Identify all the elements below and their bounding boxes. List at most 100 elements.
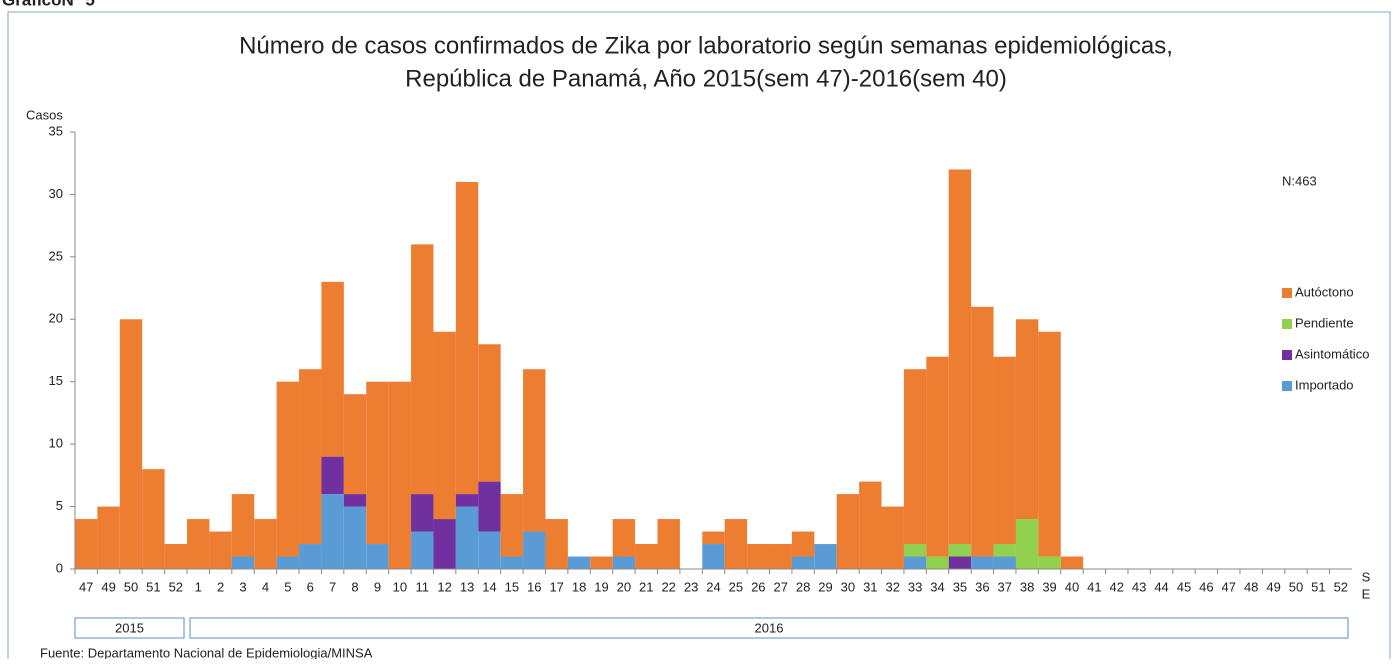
bar-segment bbox=[635, 544, 658, 569]
bar-segment bbox=[545, 519, 568, 569]
bar-segment bbox=[455, 506, 479, 569]
x-tick-label: 48 bbox=[1244, 579, 1258, 594]
x-tick-label: 51 bbox=[146, 579, 160, 594]
x-tick-label: 32 bbox=[885, 579, 899, 594]
x-tick-label: 3 bbox=[239, 579, 246, 594]
bar-segment bbox=[321, 494, 344, 569]
x-tick-label: 22 bbox=[661, 579, 675, 594]
bar-segment bbox=[523, 369, 546, 532]
bar-segment bbox=[500, 494, 524, 557]
bar-segment bbox=[859, 481, 882, 569]
bar-segment bbox=[993, 544, 1016, 557]
bar-segment bbox=[971, 306, 994, 557]
bar-segment bbox=[590, 556, 613, 569]
x-tick-label: 29 bbox=[818, 579, 832, 594]
x-tick-label: 30 bbox=[841, 579, 855, 594]
x-tick-label: 52 bbox=[169, 579, 183, 594]
bar-segment bbox=[321, 456, 344, 495]
bar-segment bbox=[299, 544, 322, 569]
x-tick-label: 15 bbox=[505, 579, 519, 594]
bar-segment bbox=[97, 506, 120, 569]
x-tick-label: 50 bbox=[1289, 579, 1303, 594]
bar-segment bbox=[814, 544, 837, 569]
x-tick-label: 37 bbox=[998, 579, 1012, 594]
x-tick-label: 34 bbox=[930, 579, 944, 594]
x-tick-label: 52 bbox=[1334, 579, 1348, 594]
x-tick-label: 24 bbox=[706, 579, 720, 594]
bar-segment bbox=[567, 556, 591, 569]
bar-segment bbox=[702, 544, 725, 569]
x-tick-label: 18 bbox=[572, 579, 586, 594]
year-label: 2015 bbox=[115, 620, 144, 635]
bar-segment bbox=[276, 556, 300, 569]
x-tick-label: 25 bbox=[729, 579, 743, 594]
x-tick-label: 50 bbox=[124, 579, 138, 594]
year-box bbox=[74, 617, 185, 639]
x-tick-label: 17 bbox=[549, 579, 563, 594]
x-tick-label: 1 bbox=[195, 579, 202, 594]
x-tick-label: 16 bbox=[527, 579, 541, 594]
x-tick-label: 42 bbox=[1110, 579, 1124, 594]
x-tick-label: 4 bbox=[262, 579, 269, 594]
bar-segment bbox=[254, 519, 277, 569]
x-tick-label: 12 bbox=[437, 579, 451, 594]
x-tick-label: 10 bbox=[393, 579, 407, 594]
bar-segment bbox=[926, 356, 949, 557]
x-tick-label: 51 bbox=[1311, 579, 1325, 594]
x-tick-label: 40 bbox=[1065, 579, 1079, 594]
frame bbox=[7, 11, 1391, 664]
y-tick-label: 20 bbox=[49, 311, 63, 326]
bar-segment bbox=[388, 381, 412, 569]
bar-segment bbox=[343, 506, 367, 569]
x-tick-label: 38 bbox=[1020, 579, 1034, 594]
x-tick-label: 8 bbox=[351, 579, 358, 594]
x-tick-label: 2 bbox=[217, 579, 224, 594]
legend-swatch bbox=[1282, 288, 1292, 298]
bar-segment bbox=[433, 519, 456, 569]
chart-title: República de Panamá, Año 2015(sem 47)-20… bbox=[405, 65, 1007, 92]
x-tick-label: 5 bbox=[284, 579, 291, 594]
year-box bbox=[189, 617, 1349, 639]
bar-segment bbox=[903, 369, 927, 545]
bar-segment bbox=[142, 469, 165, 569]
bar-segment bbox=[791, 531, 815, 557]
bar-segment bbox=[724, 519, 748, 569]
x-tick-label: 49 bbox=[101, 579, 115, 594]
bar-segment bbox=[187, 519, 210, 569]
legend-label: Asintomático bbox=[1295, 346, 1369, 361]
bar-segment bbox=[366, 381, 389, 545]
x-tick-label: 26 bbox=[751, 579, 765, 594]
bar-segment bbox=[411, 244, 434, 495]
bar-segment bbox=[299, 369, 322, 545]
x-tick-label: 46 bbox=[1199, 579, 1213, 594]
x-tick-label: 36 bbox=[975, 579, 989, 594]
legend-swatch bbox=[1282, 319, 1292, 329]
bar-segment bbox=[119, 319, 143, 569]
x-tick-label: 43 bbox=[1132, 579, 1146, 594]
x-tick-label: 20 bbox=[617, 579, 631, 594]
source: Fuente: Departamento Nacional de Epidemi… bbox=[40, 645, 373, 659]
legend-swatch bbox=[1282, 381, 1292, 391]
chart-title: Número de casos confirmados de Zika por … bbox=[239, 32, 1173, 59]
bar-segment bbox=[948, 556, 972, 569]
bar-segment bbox=[747, 544, 770, 569]
bar-segment bbox=[1060, 556, 1084, 569]
bar-segment bbox=[1038, 556, 1061, 569]
y-tick-label: 15 bbox=[49, 373, 63, 388]
bar-segment bbox=[75, 519, 98, 569]
bar-segment bbox=[836, 494, 860, 569]
x-tick-label: 23 bbox=[684, 579, 698, 594]
legend-label: Autóctono bbox=[1295, 284, 1354, 299]
x-axis-label: S bbox=[1362, 569, 1371, 584]
bar-segment bbox=[948, 169, 972, 545]
x-tick-label: 28 bbox=[796, 579, 810, 594]
x-tick-label: 39 bbox=[1042, 579, 1056, 594]
bar-segment bbox=[478, 531, 501, 569]
x-tick-label: 45 bbox=[1177, 579, 1191, 594]
x-tick-label: 44 bbox=[1154, 579, 1168, 594]
bar-segment bbox=[231, 556, 255, 569]
x-tick-label: 9 bbox=[374, 579, 381, 594]
x-tick-label: 49 bbox=[1266, 579, 1280, 594]
bar-segment bbox=[478, 481, 501, 532]
x-tick-label: 6 bbox=[307, 579, 314, 594]
